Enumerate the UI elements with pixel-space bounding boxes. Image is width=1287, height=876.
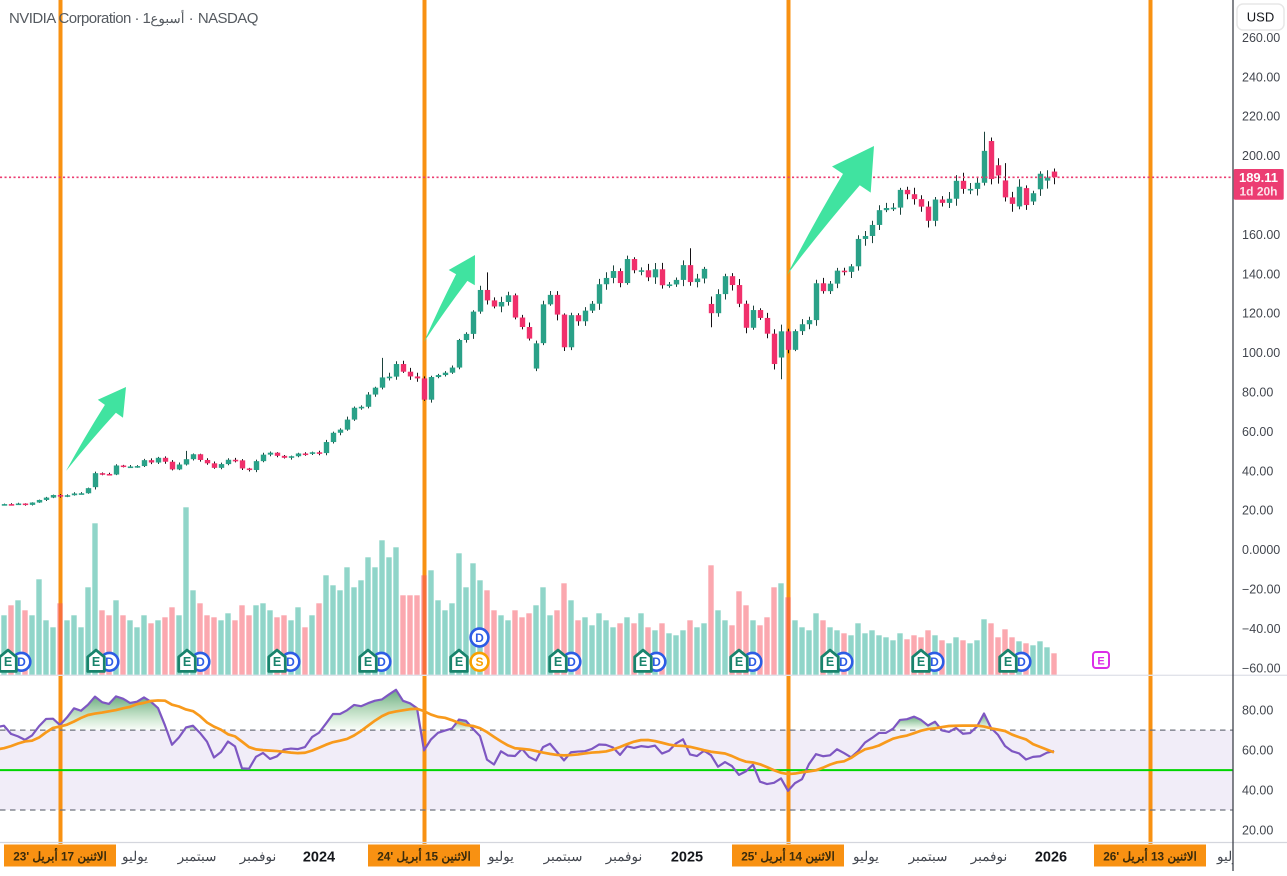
svg-text:الاثنين 17 أبريل '23: الاثنين 17 أبريل '23 (13, 849, 107, 865)
svg-text:200.00: 200.00 (1242, 149, 1280, 163)
svg-text:E: E (273, 655, 281, 669)
svg-text:−20.00: −20.00 (1242, 583, 1281, 597)
svg-text:189.11: 189.11 (1239, 170, 1278, 185)
svg-text:160.00: 160.00 (1242, 228, 1280, 242)
svg-text:S: S (475, 655, 483, 669)
svg-text:E: E (92, 655, 100, 669)
svg-text:يوليو: يوليو (121, 849, 148, 865)
svg-text:60.00: 60.00 (1242, 743, 1273, 757)
svg-text:−40.00: −40.00 (1242, 622, 1281, 636)
svg-text:1d 20h: 1d 20h (1239, 185, 1277, 199)
svg-text:220.00: 220.00 (1242, 110, 1280, 124)
svg-text:140.00: 140.00 (1242, 267, 1280, 281)
svg-text:E: E (917, 655, 925, 669)
svg-text:E: E (183, 655, 191, 669)
svg-text:الاثنين 14 أبريل '25: الاثنين 14 أبريل '25 (741, 849, 835, 865)
svg-text:الاثنين 15 أبريل '24: الاثنين 15 أبريل '24 (377, 849, 471, 865)
svg-text:−60.00: −60.00 (1242, 661, 1281, 675)
svg-text:260.00: 260.00 (1242, 31, 1280, 45)
svg-text:سبتمبر: سبتمبر (177, 849, 217, 865)
svg-text:2025: 2025 (671, 850, 703, 866)
svg-text:NVIDIA Corporation · 1أسبوع ·: NVIDIA Corporation · 1أسبوع · NASDAQ (9, 8, 258, 27)
svg-text:الاثنين 13 أبريل '26: الاثنين 13 أبريل '26 (1103, 849, 1197, 865)
svg-text:40.00: 40.00 (1242, 783, 1273, 797)
svg-text:E: E (826, 655, 834, 669)
svg-text:D: D (377, 655, 386, 669)
svg-text:120.00: 120.00 (1242, 307, 1280, 321)
svg-text:E: E (735, 655, 743, 669)
svg-text:D: D (567, 655, 576, 669)
svg-text:20.00: 20.00 (1242, 504, 1273, 518)
svg-text:D: D (196, 655, 205, 669)
svg-text:240.00: 240.00 (1242, 70, 1280, 84)
svg-text:2026: 2026 (1035, 850, 1067, 866)
svg-text:E: E (554, 655, 562, 669)
svg-text:D: D (286, 655, 295, 669)
svg-text:D: D (17, 655, 26, 669)
svg-text:40.00: 40.00 (1242, 464, 1273, 478)
svg-text:D: D (475, 631, 484, 645)
svg-text:سبتمبر: سبتمبر (908, 849, 948, 865)
svg-text:نوفمبر: نوفمبر (970, 849, 1008, 865)
svg-text:E: E (4, 655, 12, 669)
svg-text:D: D (1017, 655, 1026, 669)
svg-text:E: E (639, 655, 647, 669)
svg-text:E: E (1097, 656, 1104, 668)
svg-text:E: E (1004, 655, 1012, 669)
svg-text:D: D (930, 655, 939, 669)
svg-text:E: E (364, 655, 372, 669)
svg-text:100.00: 100.00 (1242, 346, 1280, 360)
svg-text:80.00: 80.00 (1242, 386, 1273, 400)
svg-text:60.00: 60.00 (1242, 425, 1273, 439)
svg-text:80.00: 80.00 (1242, 704, 1273, 718)
svg-text:سبتمبر: سبتمبر (543, 849, 583, 865)
svg-text:D: D (105, 655, 114, 669)
svg-text:20.00: 20.00 (1242, 823, 1273, 837)
svg-text:E: E (455, 655, 463, 669)
svg-text:D: D (652, 655, 661, 669)
svg-text:يوليو: يوليو (1216, 849, 1243, 865)
svg-text:2024: 2024 (303, 850, 335, 866)
svg-text:يوليو: يوليو (852, 849, 879, 865)
svg-text:يوليو: يوليو (487, 849, 514, 865)
svg-text:نوفمبر: نوفمبر (605, 849, 643, 865)
svg-text:USD: USD (1247, 10, 1274, 25)
svg-text:0.0000: 0.0000 (1242, 543, 1280, 557)
svg-text:نوفمبر: نوفمبر (239, 849, 277, 865)
svg-text:D: D (839, 655, 848, 669)
svg-text:D: D (748, 655, 757, 669)
